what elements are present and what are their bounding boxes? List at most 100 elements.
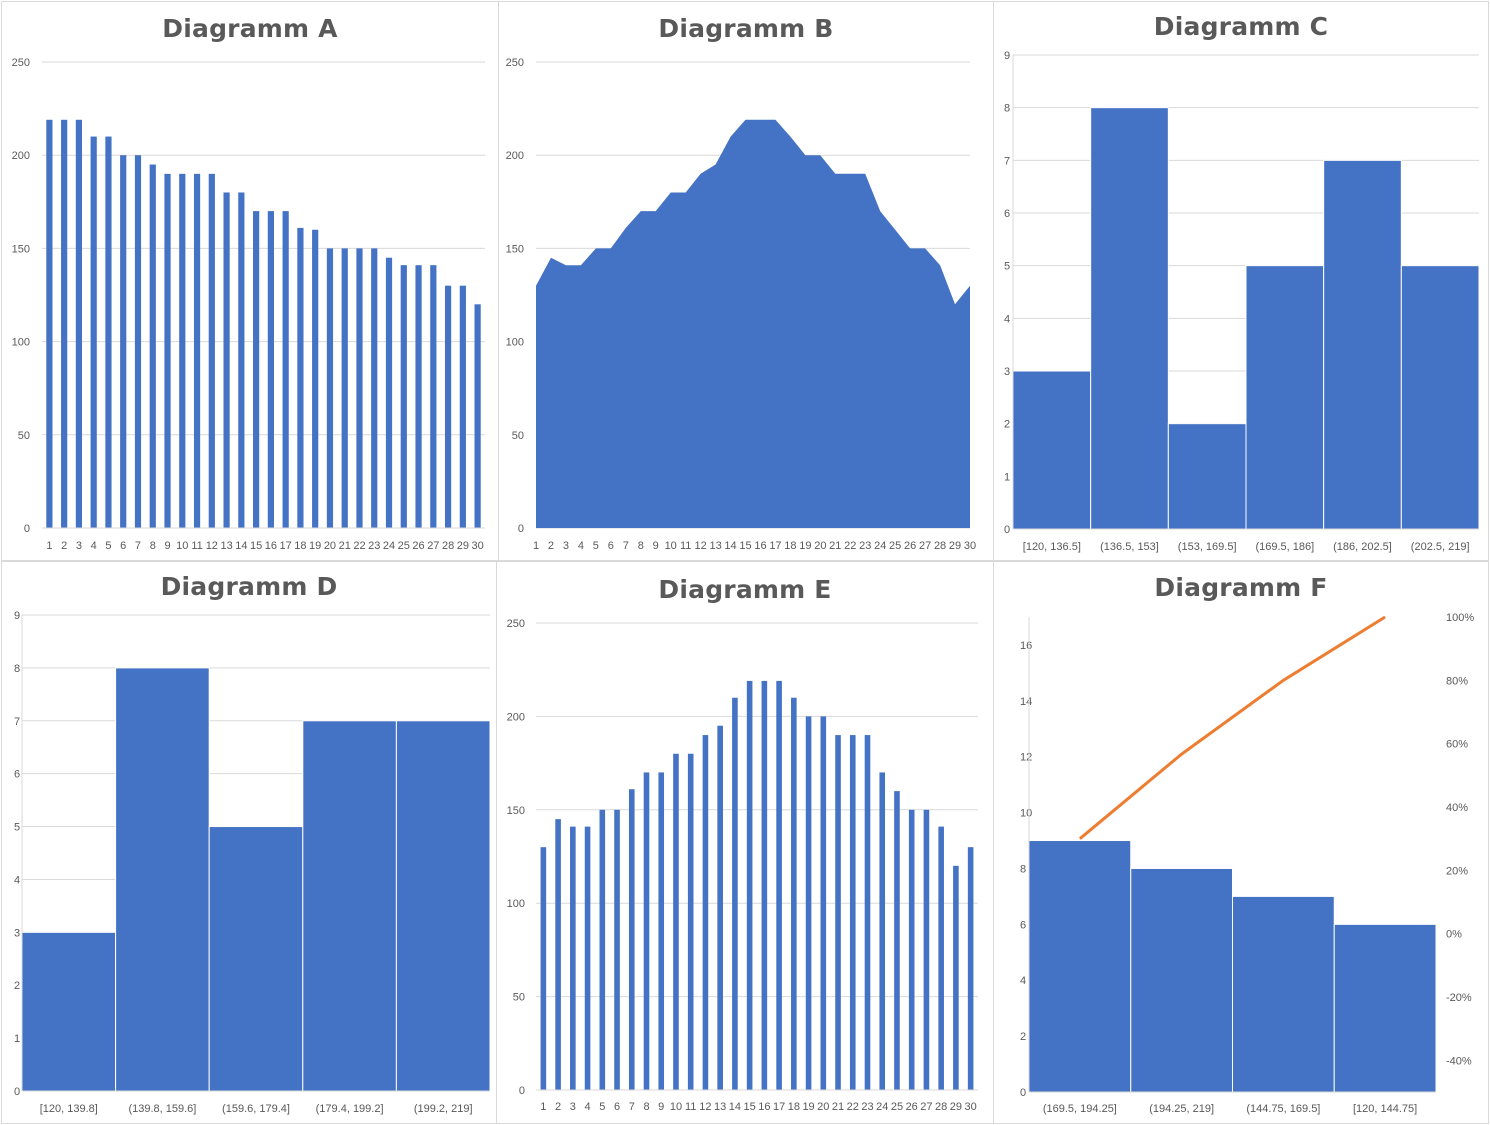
chart-b-xtick: 3 — [563, 540, 569, 552]
chart-b-xtick: 27 — [919, 540, 931, 552]
chart-a-bar — [135, 155, 141, 528]
chart-e-bar — [879, 772, 885, 1090]
chart-d-plot: 0123456789[120, 139.8] (139.8, 159.6] (159… — [2, 562, 497, 1124]
chart-b-xtick: 9 — [653, 540, 659, 552]
chart-c-xtick: (202.5, 219] — [1411, 541, 1470, 553]
chart-e-xtick: 26 — [906, 1101, 918, 1113]
chart-f-y2tick: 100% — [1446, 612, 1474, 624]
chart-a-xtick: 29 — [457, 540, 469, 552]
chart-f-ytick: 2 — [1020, 1031, 1026, 1043]
chart-a-xtick: 6 — [120, 540, 126, 552]
chart-b-xtick: 19 — [799, 540, 811, 552]
chart-e-bar — [865, 735, 871, 1090]
chart-c-bar — [1324, 160, 1402, 529]
chart-a-ytick: 250 — [12, 57, 30, 69]
chart-a-bar — [105, 137, 111, 528]
chart-c-xtick: (186, 202.5] — [1333, 541, 1392, 553]
chart-b-xtick: 11 — [680, 540, 691, 552]
chart-f-xtick: (194.25, 219] — [1149, 1103, 1214, 1115]
chart-e-xtick: 18 — [788, 1101, 800, 1113]
chart-a-xtick: 14 — [235, 540, 247, 552]
chart-e-xtick: 1 — [540, 1101, 546, 1113]
chart-b-xtick: 21 — [829, 540, 841, 552]
chart-b-ytick: 250 — [506, 57, 524, 69]
chart-e-bar — [732, 698, 738, 1090]
chart-e-bar — [953, 866, 959, 1090]
chart-e-bar — [762, 681, 768, 1090]
chart-f-plot: 0 2 4 6 8 10 12 14 16 (169.5, 194.25] (194.25, 219… — [994, 562, 1489, 1124]
chart-f-cumulative-line — [1080, 617, 1385, 839]
chart-d-xtick: (199.2, 219] — [414, 1103, 473, 1115]
chart-c-bar — [1401, 266, 1479, 529]
chart-a-bar — [61, 120, 67, 528]
chart-e-bar — [644, 772, 650, 1090]
chart-f-xtick: [120, 144.75] — [1353, 1103, 1417, 1115]
chart-f-y2tick: 20% — [1446, 865, 1468, 877]
chart-e-bar — [658, 772, 664, 1090]
chart-a-xtick: 19 — [309, 540, 321, 552]
chart-e-xtick: 10 — [670, 1101, 682, 1113]
chart-e-bar — [924, 810, 930, 1090]
chart-a-xtick: 5 — [105, 540, 111, 552]
chart-f-bar — [1131, 868, 1233, 1092]
chart-a-ytick: 50 — [18, 430, 30, 442]
chart-b-ytick: 200 — [506, 150, 524, 162]
chart-e-xtick: 7 — [629, 1101, 635, 1113]
chart-b-xtick: 12 — [694, 540, 706, 552]
chart-a-xtick: 8 — [150, 540, 156, 552]
chart-b-xtick: 20 — [814, 540, 826, 552]
chart-e-ytick: 0 — [519, 1085, 525, 1097]
chart-c-plot: 0123456789[120, 136.5] (136.5, 153] (153, … — [994, 2, 1489, 561]
chart-c-ytick: 7 — [1004, 155, 1010, 167]
chart-c-ytick: 9 — [1004, 50, 1010, 62]
chart-d-xtick: (159.6, 179.4] — [222, 1103, 290, 1115]
chart-a-xtick: 15 — [250, 540, 262, 552]
chart-e-xtick: 29 — [950, 1101, 962, 1113]
chart-a-bar — [209, 174, 215, 528]
chart-b-ytick: 100 — [506, 337, 524, 349]
chart-c-bar — [1091, 108, 1169, 529]
chart-b-ytick: 50 — [512, 430, 524, 442]
chart-e-xtick: 8 — [643, 1101, 649, 1113]
chart-a-bar — [327, 248, 333, 528]
chart-a-xtick: 16 — [265, 540, 277, 552]
chart-f-y2tick: -20% — [1446, 992, 1472, 1004]
chart-a-xtick: 28 — [442, 540, 454, 552]
chart-e-xtick: 22 — [847, 1101, 859, 1113]
chart-panel-d: Diagramm D 0 1 2 3 4 5 6 7 8 9 [120, 139.8] (139.8,… — [1, 561, 497, 1124]
chart-a-xtick: 24 — [383, 540, 395, 552]
chart-b-xtick: 2 — [548, 540, 554, 552]
chart-a-bar — [179, 174, 185, 528]
chart-d-ytick: 0 — [14, 1086, 20, 1098]
chart-d-bar — [116, 668, 210, 1091]
chart-c-xtick: [120, 136.5] — [1023, 541, 1081, 553]
chart-e-xtick: 14 — [729, 1101, 741, 1113]
chart-f-ytick: 4 — [1020, 975, 1026, 987]
chart-f-bar — [1334, 924, 1436, 1092]
chart-a-bar — [445, 286, 451, 528]
chart-e-bar — [821, 716, 827, 1090]
chart-a-xtick: 13 — [220, 540, 232, 552]
chart-panel-f: Diagramm F 0 2 4 6 8 10 12 14 16 (169.5, 194.25](… — [993, 561, 1489, 1124]
chart-e-bar — [703, 735, 709, 1090]
chart-e-xtick: 25 — [891, 1101, 903, 1113]
chart-f-y2tick: 60% — [1446, 739, 1468, 751]
chart-a-bar — [401, 265, 407, 528]
chart-e-xtick: 12 — [699, 1101, 711, 1113]
chart-e-bar — [776, 681, 782, 1090]
chart-a-bar — [356, 248, 362, 528]
chart-a-xtick: 30 — [471, 540, 483, 552]
chart-c-xtick: (153, 169.5] — [1178, 541, 1237, 553]
chart-a-bar — [386, 258, 392, 528]
chart-e-bar — [938, 827, 944, 1090]
chart-c-bar — [1013, 371, 1091, 529]
chart-c-ytick: 3 — [1004, 366, 1010, 378]
chart-e-xtick: 2 — [555, 1101, 561, 1113]
chart-b-xtick: 8 — [638, 540, 644, 552]
chart-b-xtick: 24 — [874, 540, 886, 552]
chart-d-bar — [209, 827, 303, 1091]
chart-a-bar — [46, 120, 52, 528]
chart-e-xtick: 27 — [920, 1101, 932, 1113]
chart-a-bar — [268, 211, 274, 528]
